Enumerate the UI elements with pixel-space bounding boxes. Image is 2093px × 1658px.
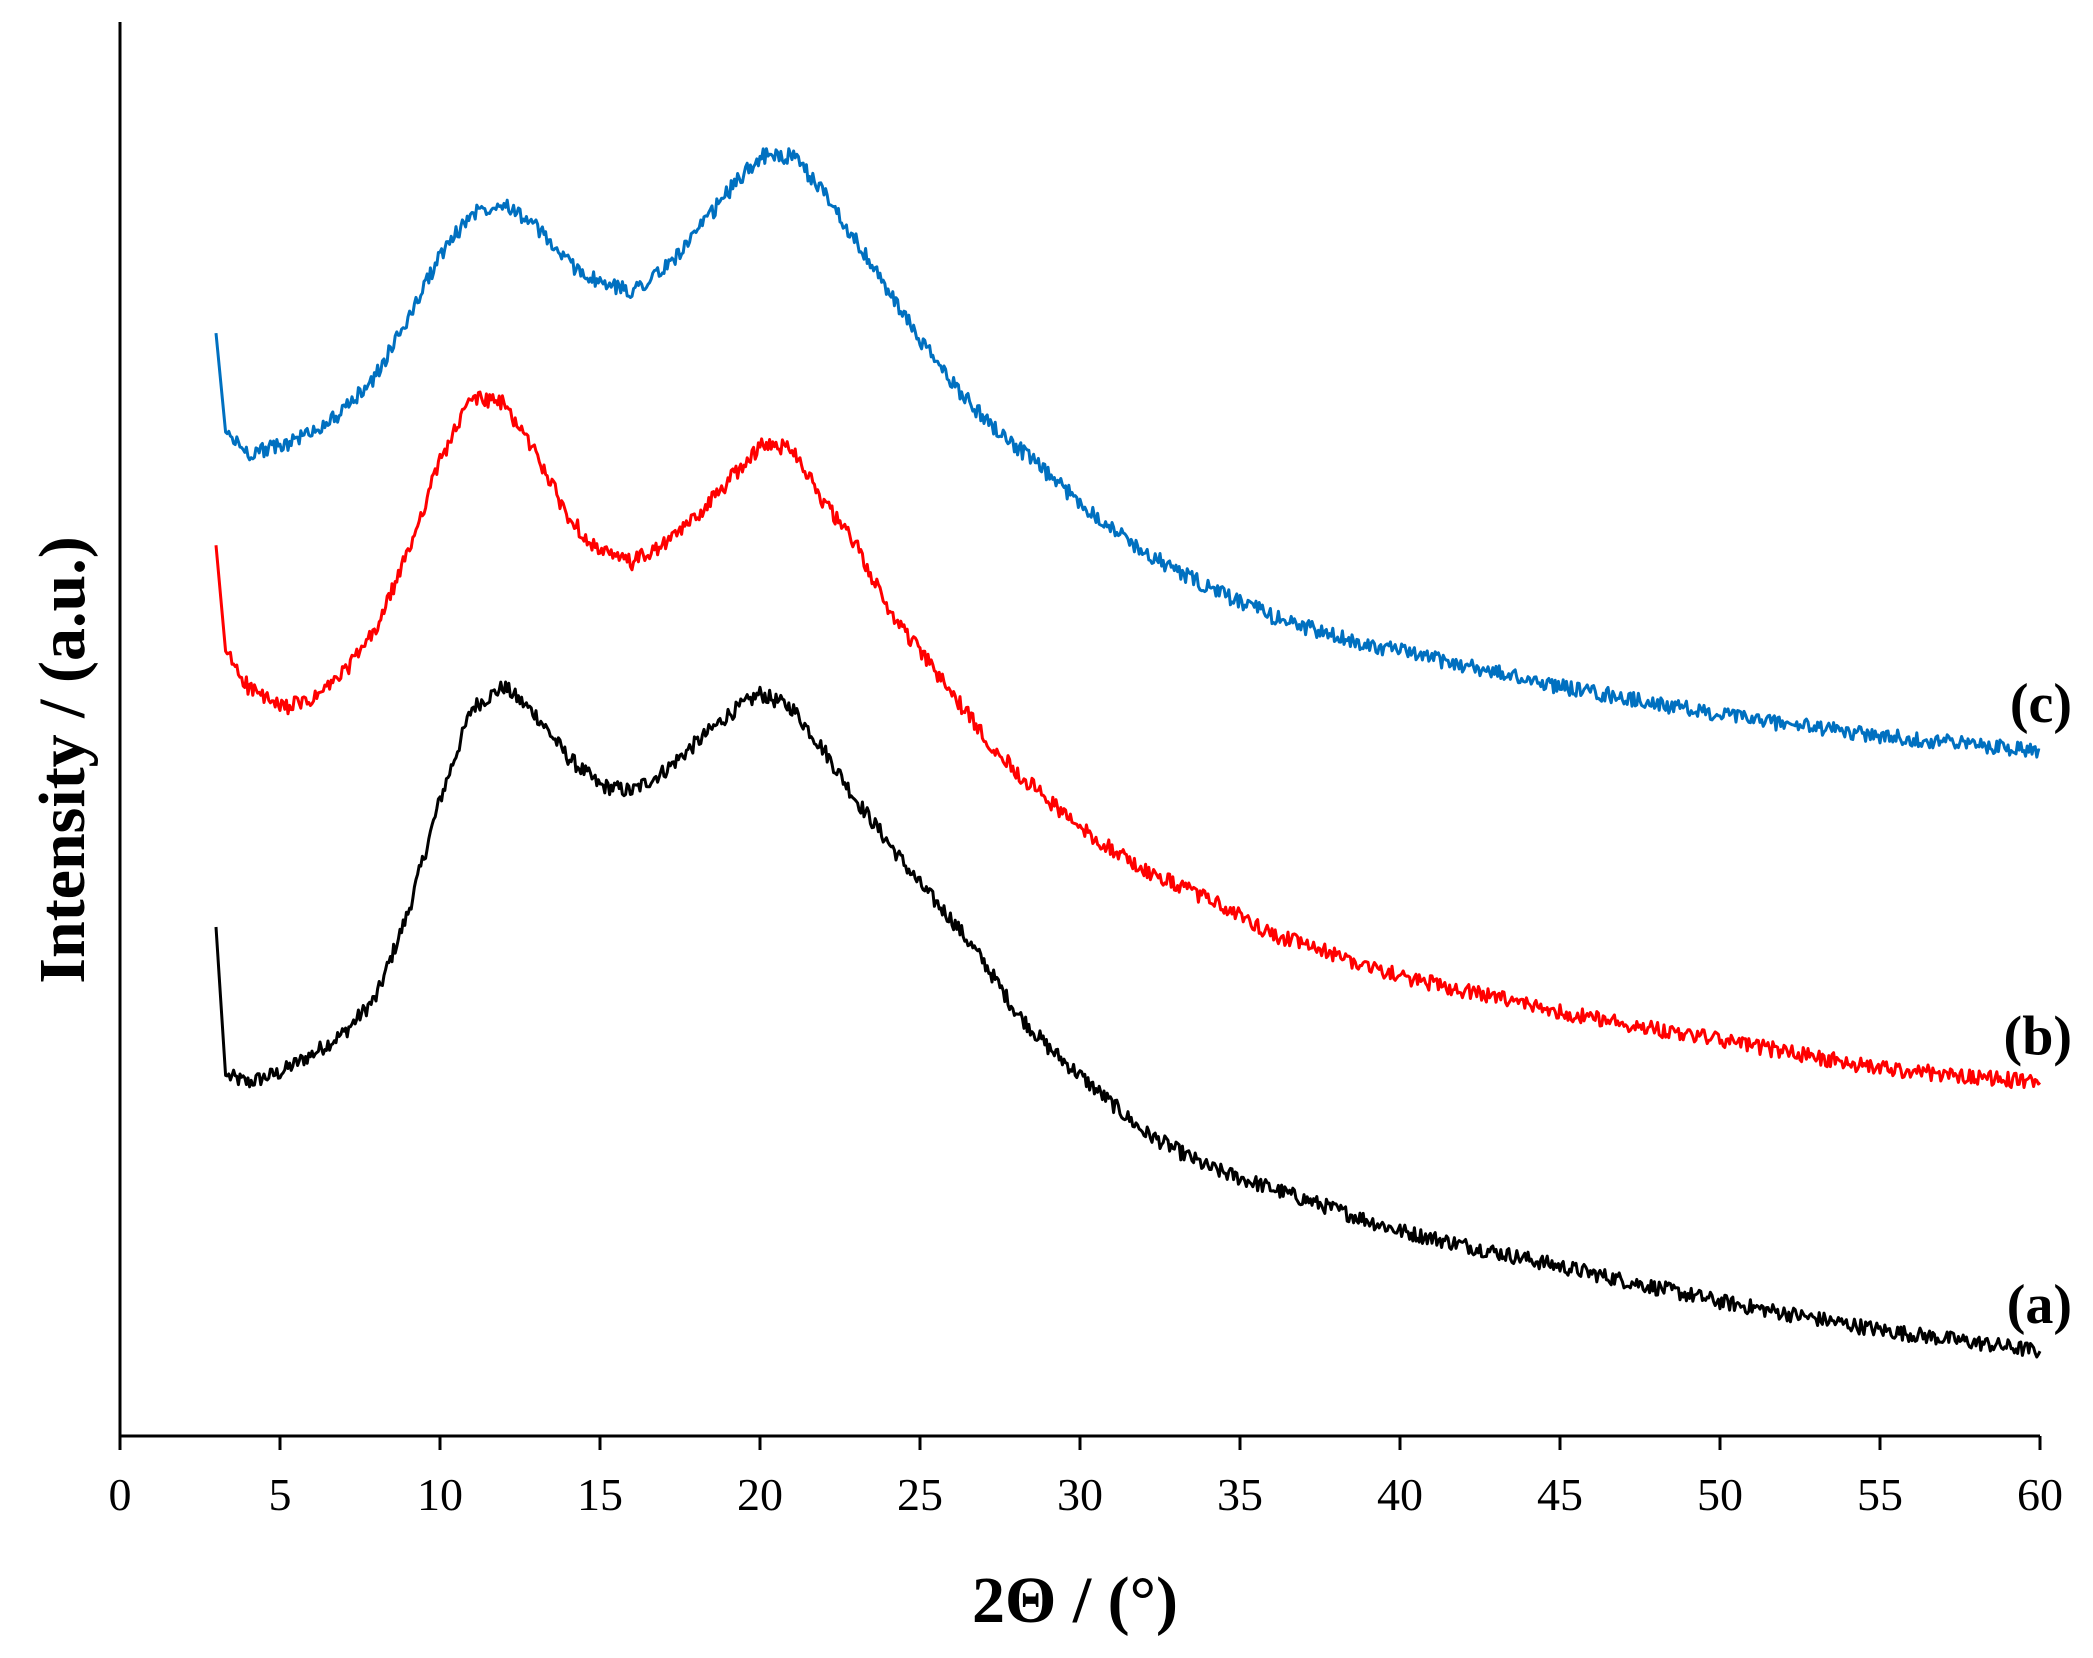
series-label-2: (c) xyxy=(2010,673,2072,735)
series-label-0: (a) xyxy=(2007,1274,2072,1336)
x-tick-label: 45 xyxy=(1537,1469,1583,1520)
x-tick-label: 30 xyxy=(1057,1469,1103,1520)
x-tick-label: 55 xyxy=(1857,1469,1903,1520)
x-tick-label: 5 xyxy=(269,1469,292,1520)
x-tick-label: 0 xyxy=(109,1469,132,1520)
x-tick-label: 35 xyxy=(1217,1469,1263,1520)
series-labels: (a) (b) (c) xyxy=(2004,673,2072,1336)
x-tick-label: 40 xyxy=(1377,1469,1423,1520)
x-tick-label: 10 xyxy=(417,1469,463,1520)
x-tick-label: 60 xyxy=(2017,1469,2063,1520)
series-line-2 xyxy=(214,147,2041,759)
plot-area: 0 5 10 15 20 25 30 35 40 45 50 55 60 (a) (b) (c) xyxy=(109,22,2072,1520)
x-tick-label: 20 xyxy=(737,1469,783,1520)
x-tick-label: 15 xyxy=(577,1469,623,1520)
x-axis-ticks: 0 5 10 15 20 25 30 35 40 45 50 55 60 xyxy=(109,1436,2063,1520)
series-line-0 xyxy=(214,680,2042,1359)
x-axis-title: 2Θ / (°) xyxy=(972,1564,1178,1637)
series-label-1: (b) xyxy=(2004,1006,2072,1068)
series-line-1 xyxy=(214,390,2042,1089)
x-tick-label: 25 xyxy=(897,1469,943,1520)
x-tick-label: 50 xyxy=(1697,1469,1743,1520)
y-axis-title: Intensity / (a.u.) xyxy=(26,536,99,983)
series-lines xyxy=(214,147,2042,1359)
